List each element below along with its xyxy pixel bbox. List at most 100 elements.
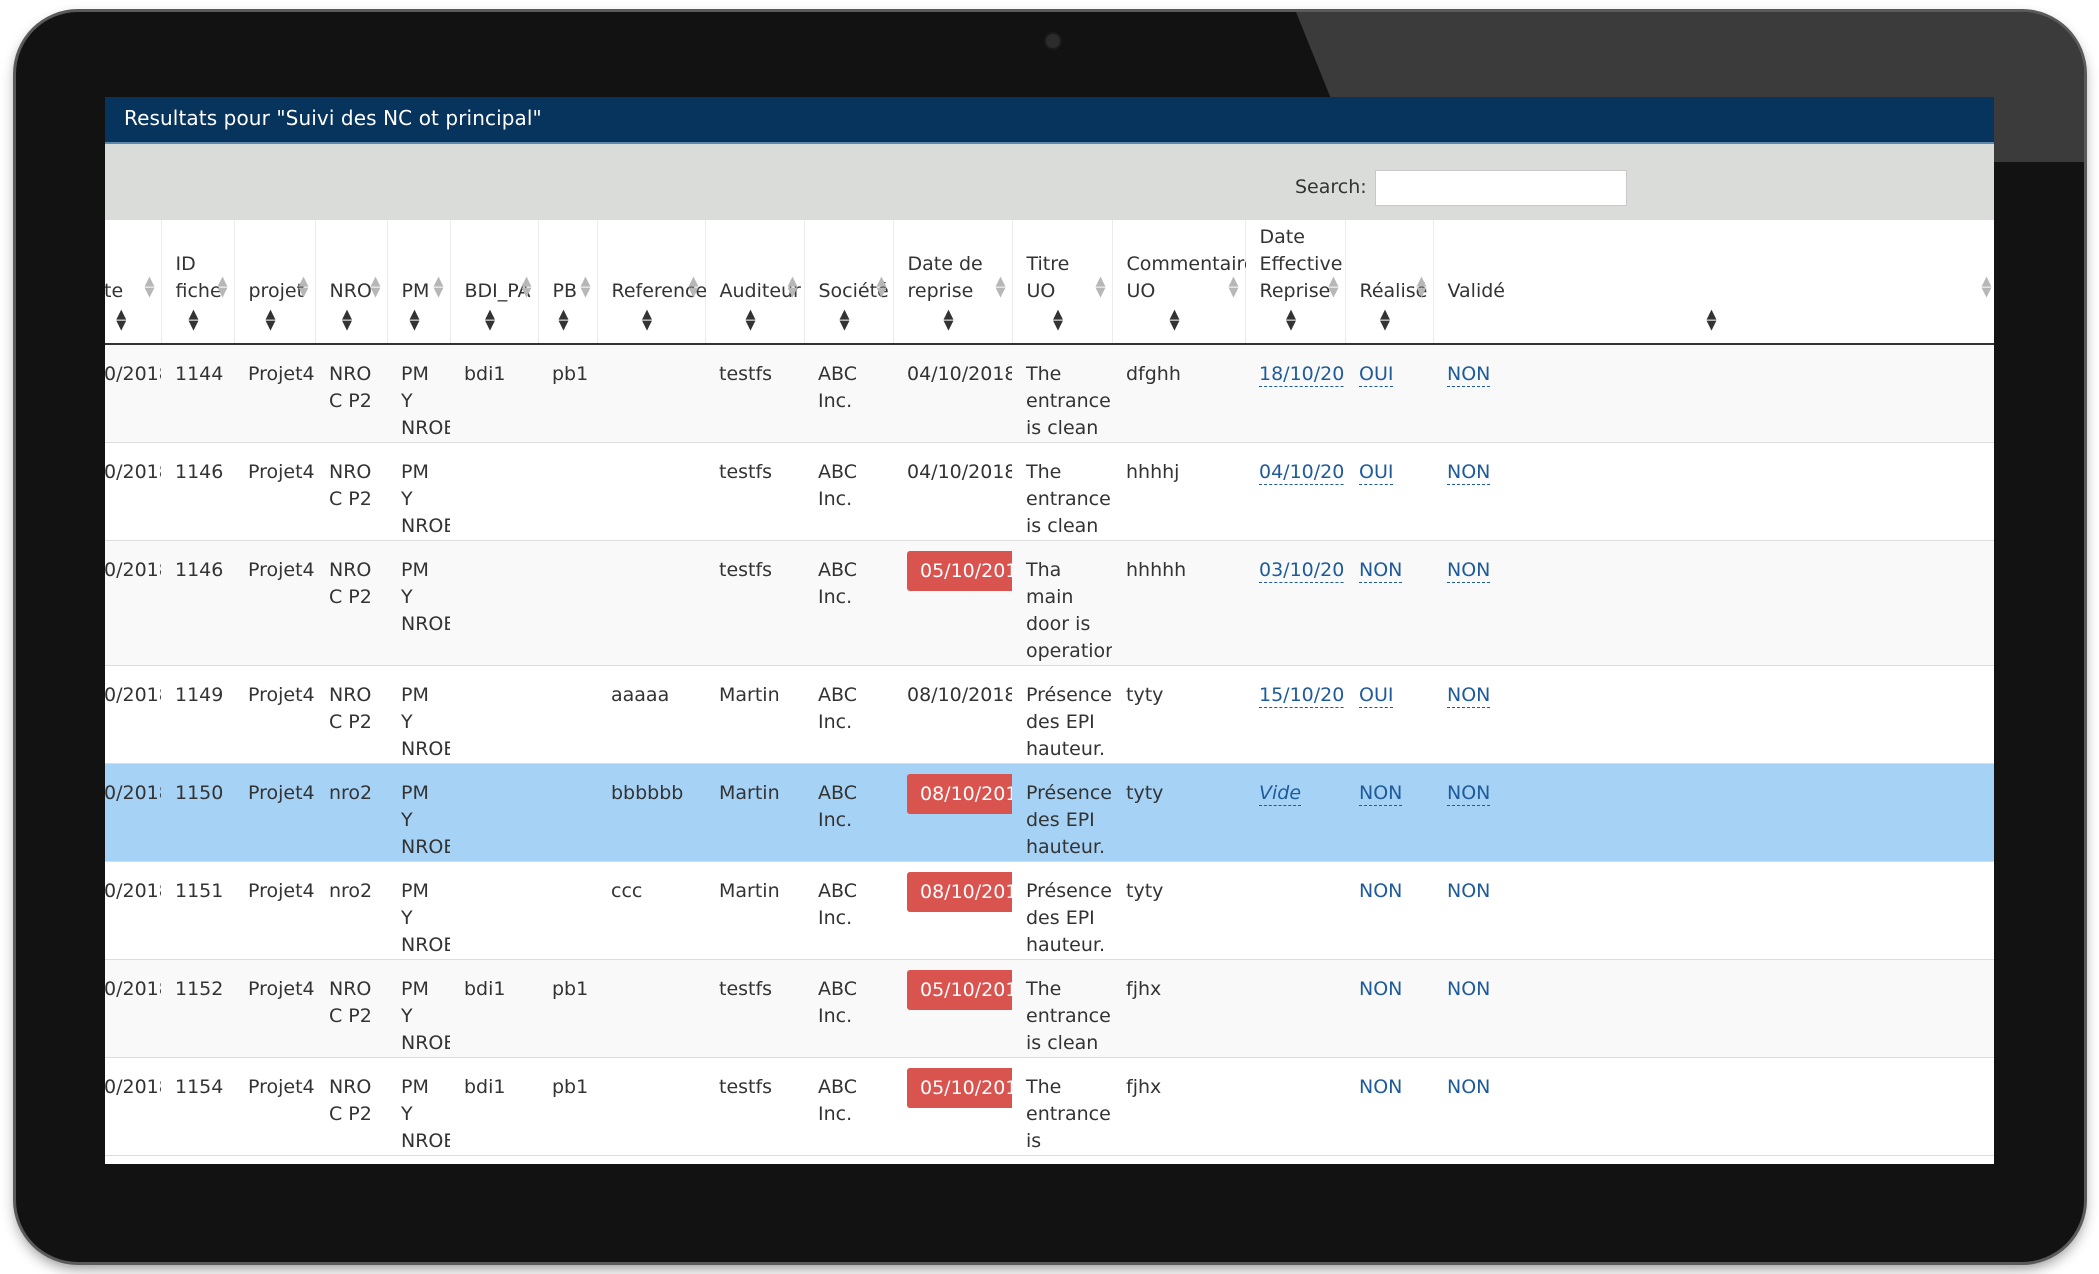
sort-arrows-icon[interactable]: ▲ ▼ xyxy=(1380,307,1390,333)
sort-arrows-icon[interactable]: ▲ ▼ xyxy=(217,274,228,300)
cell-bdi-pa: bdi1 xyxy=(450,959,538,1058)
editable-date-effective-reprise-link[interactable]: Vide xyxy=(1259,782,1302,806)
column-header-pb[interactable]: PB ▲ ▼ ▲ ▼ xyxy=(538,220,598,345)
column-header-titre-uo[interactable]: Titre UO ▲ ▼ ▲ ▼ xyxy=(1012,220,1113,345)
table-row[interactable]: 0/2018 1154 Projet4 NRO C P2 PM Y NROB bdi1 pb… xyxy=(105,1057,1994,1156)
cell-bdi-pa xyxy=(450,763,538,862)
table-row[interactable]: 0/2018 1146 Projet4 NRO C P2 PM Y NROB testfs… xyxy=(105,442,1994,541)
sort-arrows-icon[interactable]: ▲ ▼ xyxy=(370,274,381,300)
search-input[interactable] xyxy=(1375,170,1627,206)
editable-realise-link[interactable]: NON xyxy=(1359,782,1403,806)
editable-date-effective-reprise-link[interactable]: 18/10/2018 xyxy=(1259,363,1345,387)
projet-value: Projet4 xyxy=(248,684,315,706)
id-fiche-value: 1154 xyxy=(175,1076,224,1098)
sort-arrows-icon[interactable]: ▲ ▼ xyxy=(995,274,1006,300)
column-header-valide[interactable]: Validé ▲ ▼ ▲ ▼ xyxy=(1433,220,1994,345)
cell-bdi-pa xyxy=(450,861,538,960)
sort-arrows-icon[interactable]: ▲ ▼ xyxy=(1981,274,1992,300)
cell-date-effective-reprise: Vide xyxy=(1245,763,1345,862)
sort-arrows-icon[interactable]: ▲ ▼ xyxy=(116,307,127,333)
sort-arrows-icon[interactable]: ▲ ▼ xyxy=(580,274,591,300)
column-header-societe[interactable]: Société ▲ ▼ ▲ ▼ xyxy=(804,220,894,345)
sort-arrows-icon[interactable]: ▲ ▼ xyxy=(265,307,276,333)
pm-value: PM Y NROB xyxy=(401,559,450,635)
editable-valide-link[interactable]: NON xyxy=(1447,782,1491,806)
column-header-nro[interactable]: NRO ▲ ▼ ▲ ▼ xyxy=(315,220,388,345)
sort-arrows-icon[interactable]: ▲ ▼ xyxy=(1053,307,1063,333)
sort-arrows-icon[interactable]: ▲ ▼ xyxy=(188,307,199,333)
date-value: 0/2018 xyxy=(105,1076,161,1098)
cell-auditeur: testfs xyxy=(705,344,804,443)
commentaire-uo-value: tyty xyxy=(1126,880,1164,902)
projet-value: Projet4 xyxy=(248,363,315,385)
sort-arrows-icon[interactable]: ▲ ▼ xyxy=(1228,274,1239,300)
table-row[interactable]: 0/2018 1150 Projet4 nro2 PM Y NROB bbbbbb Mart… xyxy=(105,763,1994,862)
editable-realise-link[interactable]: OUI xyxy=(1359,363,1394,387)
editable-date-effective-reprise-link[interactable]: 15/10/2018 xyxy=(1259,684,1345,708)
sort-arrows-icon[interactable]: ▲ ▼ xyxy=(433,274,444,300)
column-header-projet[interactable]: projet ▲ ▼ ▲ ▼ xyxy=(234,220,316,345)
editable-realise-link[interactable]: NON xyxy=(1359,559,1403,583)
cell-reference: ccc xyxy=(597,861,705,960)
pm-value: PM Y NROB xyxy=(401,461,450,537)
column-header-reference[interactable]: Reference ▲ ▼ ▲ ▼ xyxy=(597,220,707,345)
cell-realise: OUI xyxy=(1345,665,1433,764)
editable-date-effective-reprise-link[interactable]: 03/10/2018 xyxy=(1259,559,1345,583)
editable-realise-link[interactable]: OUI xyxy=(1359,684,1394,708)
table-row[interactable]: 0/2018 1144 Projet4 NRO C P2 PM Y NROB bdi1 pb… xyxy=(105,344,1994,443)
column-header-commentaire-uo[interactable]: Commentaire UO ▲ ▼ ▲ ▼ xyxy=(1112,220,1256,345)
sort-arrows-icon[interactable]: ▲ ▼ xyxy=(144,274,155,300)
column-header-pm[interactable]: PM ▲ ▼ ▲ ▼ xyxy=(387,220,451,345)
sort-arrows-icon[interactable]: ▲ ▼ xyxy=(1095,274,1106,300)
column-header-realise[interactable]: Réalisé ▲ ▼ ▲ ▼ xyxy=(1345,220,1434,345)
cell-nro: nro2 xyxy=(315,861,387,960)
table-row[interactable]: 0/2018 1152 Projet4 NRO C P2 PM Y NROB bdi1 pb… xyxy=(105,959,1994,1058)
cell-date: 0/2018 xyxy=(105,442,161,541)
sort-arrows-icon[interactable]: ▲ ▼ xyxy=(342,307,352,333)
column-label: Validé xyxy=(1447,280,1505,302)
column-header-date-effective-reprise[interactable]: Date Effective Reprise ▲ ▼ ▲ ▼ xyxy=(1245,220,1346,345)
sort-arrows-icon[interactable]: ▲ ▼ xyxy=(1328,274,1339,300)
sort-arrows-icon[interactable]: ▲ ▼ xyxy=(558,307,569,333)
titre-uo-value: Présence des EPI hauteur. xyxy=(1026,684,1112,760)
sort-arrows-icon[interactable]: ▲ ▼ xyxy=(745,307,756,333)
column-header-date[interactable]: te ▲ ▼ ▲ ▼ xyxy=(105,220,162,345)
cell-projet: Projet4 xyxy=(234,763,315,862)
cell-id-fiche: 1146 xyxy=(161,442,234,541)
sort-arrows-icon[interactable]: ▲ ▼ xyxy=(521,274,532,300)
sort-arrows-icon[interactable]: ▲ ▼ xyxy=(943,307,954,333)
id-fiche-value: 1152 xyxy=(175,978,224,1000)
cell-auditeur: testfs xyxy=(705,1057,804,1156)
editable-valide-link[interactable]: NON xyxy=(1447,461,1491,485)
sort-arrows-icon[interactable]: ▲ ▼ xyxy=(1286,307,1296,333)
column-header-auditeur[interactable]: Auditeur ▲ ▼ ▲ ▼ xyxy=(705,220,805,345)
sort-arrows-icon[interactable]: ▲ ▼ xyxy=(839,307,850,333)
table-row[interactable]: 0/2018 1149 Projet4 NRO C P2 PM Y NROB aaaaa M… xyxy=(105,665,1994,764)
cell-valide: NON xyxy=(1433,665,1994,764)
column-label: Date de reprise xyxy=(907,253,983,302)
sort-arrows-icon[interactable]: ▲ ▼ xyxy=(485,307,495,333)
cell-date: 0/2018 xyxy=(105,959,161,1058)
sort-arrows-icon[interactable]: ▲ ▼ xyxy=(1706,307,1717,333)
table-row[interactable]: 0/2018 1151 Projet4 nro2 PM Y NROB ccc Martin A… xyxy=(105,861,1994,960)
cell-date-reprise: 04/10/2018 xyxy=(893,442,1012,541)
sort-arrows-icon[interactable]: ▲ ▼ xyxy=(787,274,798,300)
editable-date-effective-reprise-link[interactable]: 04/10/2018 xyxy=(1259,461,1345,485)
editable-valide-link[interactable]: NON xyxy=(1447,684,1491,708)
sort-arrows-icon[interactable]: ▲ ▼ xyxy=(409,307,420,333)
cell-date-reprise: 05/10/2018 xyxy=(893,540,1012,666)
column-header-date-reprise[interactable]: Date de reprise ▲ ▼ ▲ ▼ xyxy=(893,220,1013,345)
sort-arrows-icon[interactable]: ▲ ▼ xyxy=(642,307,652,333)
sort-arrows-icon[interactable]: ▲ ▼ xyxy=(1416,274,1427,300)
editable-realise-link[interactable]: OUI xyxy=(1359,461,1394,485)
editable-valide-link[interactable]: NON xyxy=(1447,559,1491,583)
sort-arrows-icon[interactable]: ▲ ▼ xyxy=(298,274,309,300)
sort-arrows-icon[interactable]: ▲ ▼ xyxy=(1169,307,1180,333)
sort-arrows-icon[interactable]: ▲ ▼ xyxy=(688,274,699,300)
sort-arrows-icon[interactable]: ▲ ▼ xyxy=(876,274,887,300)
table-row[interactable]: 0/2018 1146 Projet4 NRO C P2 PM Y NROB testfs… xyxy=(105,540,1994,666)
column-header-id-fiche[interactable]: ID fiche ▲ ▼ ▲ ▼ xyxy=(161,220,235,345)
column-header-bdi-pa[interactable]: BDI_PA ▲ ▼ ▲ ▼ xyxy=(450,220,539,345)
commentaire-uo-value: tyty xyxy=(1126,782,1164,804)
editable-valide-link[interactable]: NON xyxy=(1447,363,1491,387)
